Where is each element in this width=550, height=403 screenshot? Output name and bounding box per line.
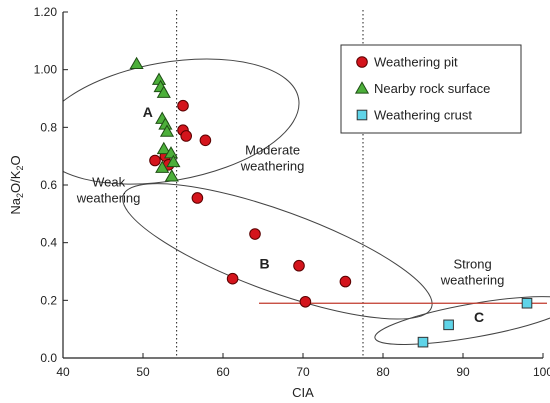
data-point-triangle — [163, 146, 179, 159]
data-point-circle — [299, 295, 312, 308]
x-tick-label: 50 — [136, 365, 150, 379]
data-point-triangle — [155, 160, 170, 173]
data-point-square — [417, 336, 429, 348]
data-point-triangle — [164, 169, 179, 182]
region-annotation: weathering — [440, 272, 505, 287]
data-point-square — [443, 319, 454, 331]
y-tick-label: 0.0 — [40, 351, 57, 365]
legend-label: Weathering crust — [374, 108, 472, 123]
x-tick-label: 60 — [216, 365, 230, 379]
data-point-circle — [180, 130, 192, 142]
y-tick-label: 0.2 — [40, 293, 57, 307]
x-axis-title: CIA — [292, 385, 314, 400]
legend-marker-circle — [356, 56, 368, 68]
x-tick-label: 90 — [456, 365, 470, 379]
region-annotation: weathering — [76, 190, 141, 205]
data-point-triangle — [156, 141, 171, 155]
data-point-circle — [177, 99, 189, 112]
region-ellipse-c — [374, 296, 550, 345]
legend-marker-triangle — [354, 81, 370, 94]
y-tick-label: 1.20 — [34, 5, 58, 19]
region-label: B — [260, 256, 270, 272]
y-tick-label: 0.4 — [40, 236, 57, 250]
data-point-triangle — [129, 56, 144, 70]
x-tick-label: 70 — [296, 365, 310, 379]
x-tick-label: 100 — [533, 365, 550, 379]
legend-label: Nearby rock surface — [374, 81, 490, 96]
legend-marker-square — [356, 109, 368, 121]
data-point-circle — [226, 272, 239, 285]
y-tick-label: 0.8 — [40, 120, 57, 134]
data-point-square — [521, 297, 533, 309]
x-tick-label: 40 — [56, 365, 70, 379]
region-annotation: Moderate — [245, 143, 300, 158]
y-axis-title: Na2O/K2O — [8, 155, 25, 214]
region-annotation: weathering — [240, 159, 305, 174]
data-point-triangle — [156, 85, 171, 98]
legend: Weathering pit Nearby rock surface Weather… — [340, 44, 522, 134]
data-point-circle — [293, 259, 305, 272]
data-point-triangle — [159, 124, 175, 137]
region-ellipse-a — [63, 58, 300, 185]
region-annotation: Weak — [92, 174, 125, 189]
data-point-circle — [191, 192, 204, 204]
data-point-circle — [339, 275, 352, 288]
region-ellipse-b — [122, 183, 433, 320]
data-point-circle — [249, 228, 261, 240]
region-annotation: Strong — [453, 257, 491, 272]
data-point-circle — [199, 134, 212, 147]
data-point-circle — [149, 154, 161, 167]
y-tick-label: 0.6 — [40, 178, 57, 192]
region-label: C — [474, 309, 484, 325]
region-label: A — [143, 104, 153, 120]
data-point-triangle — [166, 154, 181, 168]
y-tick-label: 1.00 — [34, 63, 58, 77]
legend-box — [340, 44, 522, 134]
legend-label: Weathering pit — [374, 55, 458, 70]
x-tick-label: 80 — [376, 365, 390, 379]
